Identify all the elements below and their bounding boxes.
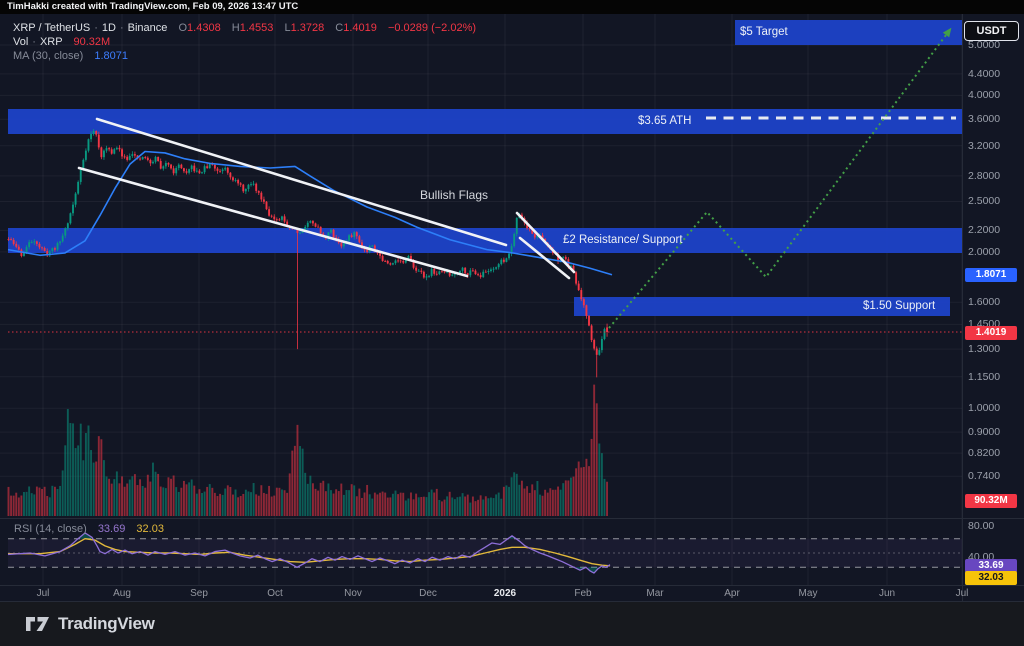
volume-value: 90.32M (73, 36, 111, 48)
watermark-bar: TimHakki created with TradingView.com, F… (0, 0, 1024, 14)
volume-symbol: XRP (39, 36, 63, 48)
time-axis-label[interactable]: Jul (36, 588, 50, 599)
volume-label: Vol (13, 36, 29, 48)
price-axis-tick[interactable]: 2.0000 (968, 245, 1001, 258)
separator-dot: · (32, 36, 36, 48)
ma-value: 1.8071 (94, 50, 129, 62)
time-axis-label[interactable]: Aug (113, 588, 131, 599)
rsi-ma-value: 32.03 (136, 523, 164, 535)
watermark-text: TimHakki created with TradingView.com, F… (7, 1, 299, 12)
price-axis-tick[interactable]: 1.3000 (968, 343, 1001, 356)
time-axis-label[interactable]: Sep (190, 588, 208, 599)
price-axis-tick[interactable]: 1.1500 (968, 370, 1001, 383)
low-label: L (284, 22, 291, 34)
open-label: O (178, 22, 188, 34)
time-axis-label[interactable]: Dec (419, 588, 437, 599)
rsi-axis-tick[interactable]: 80.00 (968, 520, 995, 532)
price-axis-tick[interactable]: 2.2000 (968, 224, 1001, 237)
footer-bar: TradingView (0, 602, 1024, 646)
band-label: $5 Target (740, 26, 788, 38)
price-axis-tick[interactable]: 5.0000 (968, 39, 1001, 52)
price-axis-tick[interactable]: 0.7400 (968, 470, 1001, 483)
time-axis-label[interactable]: Oct (267, 588, 283, 599)
axis-price-badge: 32.03 (965, 571, 1017, 585)
close-value: 1.4019 (343, 22, 377, 34)
tradingview-brand-link[interactable]: TradingView (25, 613, 155, 635)
legend-symbol-row[interactable]: XRP / TetherUS · 1D · Binance O1.4308 H1.455… (13, 22, 476, 35)
separator-dot: · (119, 22, 124, 34)
chart-legend: XRP / TetherUS · 1D · Binance O1.4308 H1.455… (13, 22, 476, 64)
high-value: 1.4553 (239, 22, 274, 34)
close-label: C (335, 22, 344, 34)
price-axis-tick[interactable]: 4.0000 (968, 89, 1001, 102)
time-axis-label[interactable]: Apr (724, 588, 740, 599)
legend-ma-row[interactable]: MA (30, close) 1.8071 (13, 50, 476, 63)
open-value: 1.4308 (187, 22, 221, 34)
band-label: $3.65 ATH (638, 115, 692, 127)
symbol-exchange: Binance (127, 22, 168, 34)
change-value: −0.0289 (−2.02%) (387, 22, 477, 34)
band-label: £2 Resistance/ Support (563, 234, 683, 246)
ma-label: MA (30, close) (13, 50, 84, 62)
time-axis-label[interactable]: 2026 (493, 588, 517, 599)
time-axis-label[interactable]: Feb (574, 588, 592, 599)
rsi-value: 33.69 (97, 523, 126, 535)
price-axis-tick[interactable]: 1.0000 (968, 402, 1001, 415)
price-axis-tick[interactable]: 2.8000 (968, 169, 1001, 182)
high-label: H (231, 22, 240, 34)
axis-price-badge: 1.4019 (965, 326, 1017, 340)
time-axis-label[interactable]: May (798, 588, 818, 599)
axis-price-badge: 33.69 (965, 559, 1017, 573)
rsi-label: RSI (14, close) (14, 523, 87, 535)
tradingview-logo-icon (26, 617, 49, 631)
symbol-name: XRP / TetherUS (13, 22, 91, 34)
price-axis-tick[interactable]: 0.9000 (968, 426, 1001, 439)
price-axis-tick[interactable]: 3.6000 (968, 113, 1001, 126)
legend-volume-row[interactable]: Vol · XRP 90.32M (13, 36, 476, 49)
time-axis-label[interactable]: Jun (878, 588, 896, 599)
chart-annotation: Bullish Flags (420, 188, 489, 202)
price-axis-tick[interactable]: 3.2000 (968, 139, 1001, 152)
tradingview-brand-text: TradingView (58, 614, 155, 633)
symbol-interval: 1D (101, 22, 116, 34)
time-axis-label[interactable]: Jul (955, 588, 969, 599)
low-value: 1.3728 (290, 22, 325, 34)
axis-price-badge: 1.8071 (965, 268, 1017, 282)
time-axis-label[interactable]: Mar (646, 588, 664, 599)
price-axis-tick[interactable]: 1.6000 (968, 296, 1001, 309)
axis-price-badge: 90.32M (965, 494, 1017, 508)
time-axis-label[interactable]: Nov (344, 588, 362, 599)
price-axis-tick[interactable]: 4.4000 (968, 67, 1001, 80)
rsi-legend-row[interactable]: RSI (14, close) 33.69 32.03 (14, 523, 164, 536)
separator-dot: · (94, 22, 98, 34)
band-label: $1.50 Support (863, 300, 936, 312)
currency-unit-button[interactable]: USDT (964, 21, 1019, 41)
price-axis-tick[interactable]: 0.8200 (968, 447, 1001, 460)
price-axis-tick[interactable]: 2.5000 (968, 195, 1001, 208)
